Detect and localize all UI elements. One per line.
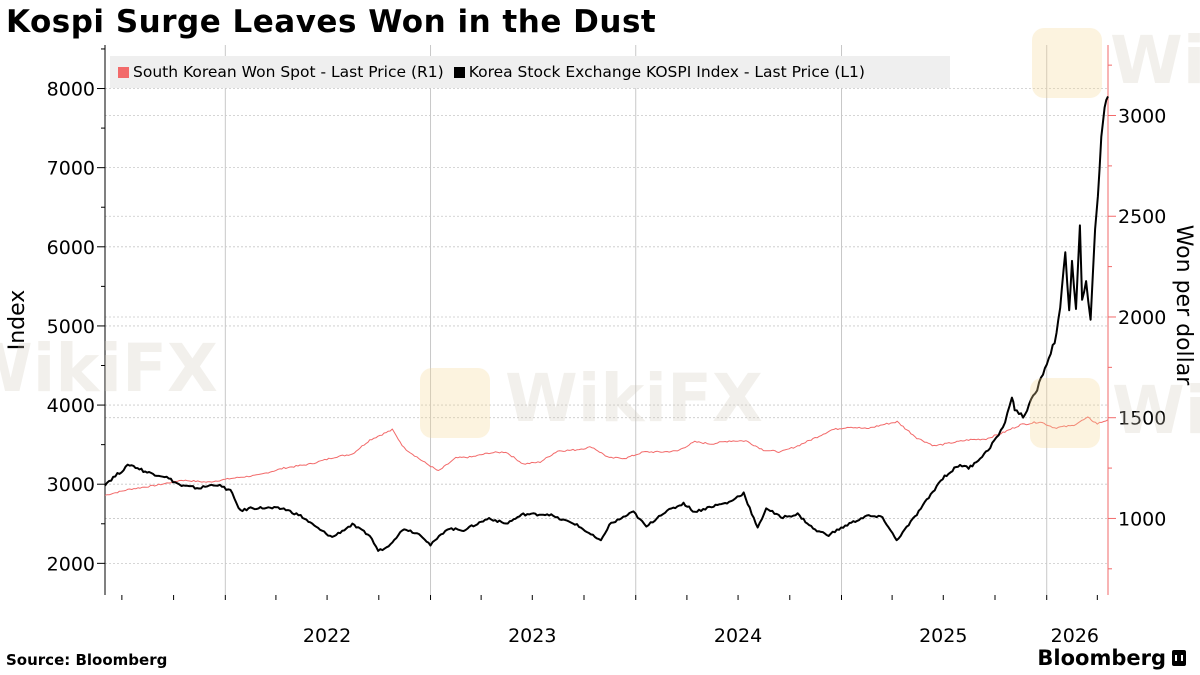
terminal-icon	[1172, 650, 1186, 666]
right-tick-label: 1000	[1118, 508, 1166, 530]
series-line-won	[104, 416, 1109, 496]
x-tick-label: 2024	[714, 625, 762, 647]
legend-label-won: South Korean Won Spot - Last Price (R1)	[133, 63, 444, 81]
axis-labels: 2000 3000 4000 5000 6000 7000 8000 1000 1500 2000…	[5, 79, 1196, 647]
left-axis-title: Index	[5, 290, 30, 351]
right-tick-label: 1500	[1118, 408, 1166, 430]
legend: South Korean Won Spot - Last Price (R1) …	[110, 56, 950, 88]
chart-title: Kospi Surge Leaves Won in the Dust	[6, 4, 657, 40]
right-axis-title: Won per dollar	[1171, 225, 1196, 387]
left-tick-label: 4000	[47, 395, 95, 417]
axes	[97, 45, 1116, 600]
legend-item-kospi: Korea Stock Exchange KOSPI Index - Last …	[453, 63, 865, 81]
grid	[105, 45, 1108, 595]
left-tick-label: 7000	[47, 158, 95, 180]
legend-swatch-won	[118, 66, 129, 78]
left-tick-label: 8000	[47, 79, 95, 101]
legend-item-won: South Korean Won Spot - Last Price (R1)	[118, 63, 444, 81]
legend-label-kospi: Korea Stock Exchange KOSPI Index - Last …	[468, 63, 865, 81]
x-tick-label: 2025	[919, 625, 967, 647]
left-tick-label: 3000	[47, 474, 95, 496]
brand-name: Bloomberg	[1037, 646, 1166, 670]
x-tick-label: 2022	[303, 625, 351, 647]
left-tick-label: 2000	[47, 553, 95, 575]
left-tick-label: 5000	[47, 316, 95, 338]
legend-swatch-kospi	[453, 66, 465, 78]
x-tick-label: 2026	[1051, 625, 1099, 647]
x-tick-label: 2023	[508, 625, 556, 647]
left-tick-label: 6000	[47, 237, 95, 259]
series-lines	[104, 95, 1109, 552]
right-tick-label: 3000	[1118, 106, 1166, 128]
source-note: Source: Bloomberg	[6, 651, 168, 669]
series-line-kospi	[104, 95, 1109, 552]
brand-logo: Bloomberg	[1037, 646, 1186, 670]
right-tick-label: 2500	[1118, 206, 1166, 228]
right-tick-label: 2000	[1118, 307, 1166, 329]
